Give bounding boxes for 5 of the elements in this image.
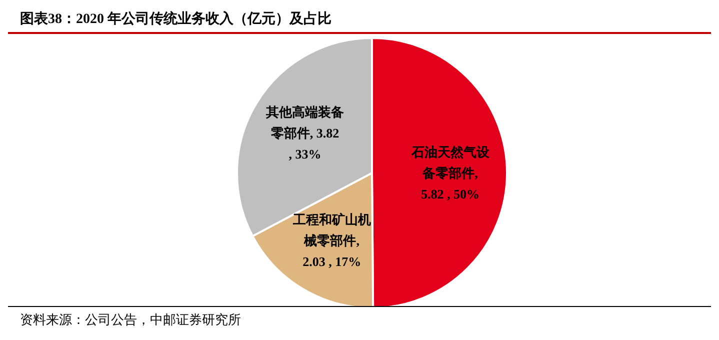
slice-label: 工程和矿山机械零部件, 2.03 , 17% [292,212,371,269]
chart-title: 图表38：2020 年公司传统业务收入（亿元）及占比 [8,8,711,34]
slice-label: 其他高端装备零部件, 3.82 , 33% [264,104,344,162]
text: 资料来源：公司公告，中邮证券研究所 [20,312,241,327]
slice-label: 石油天然气设备零部件, 5.82 , 50% [410,144,490,202]
